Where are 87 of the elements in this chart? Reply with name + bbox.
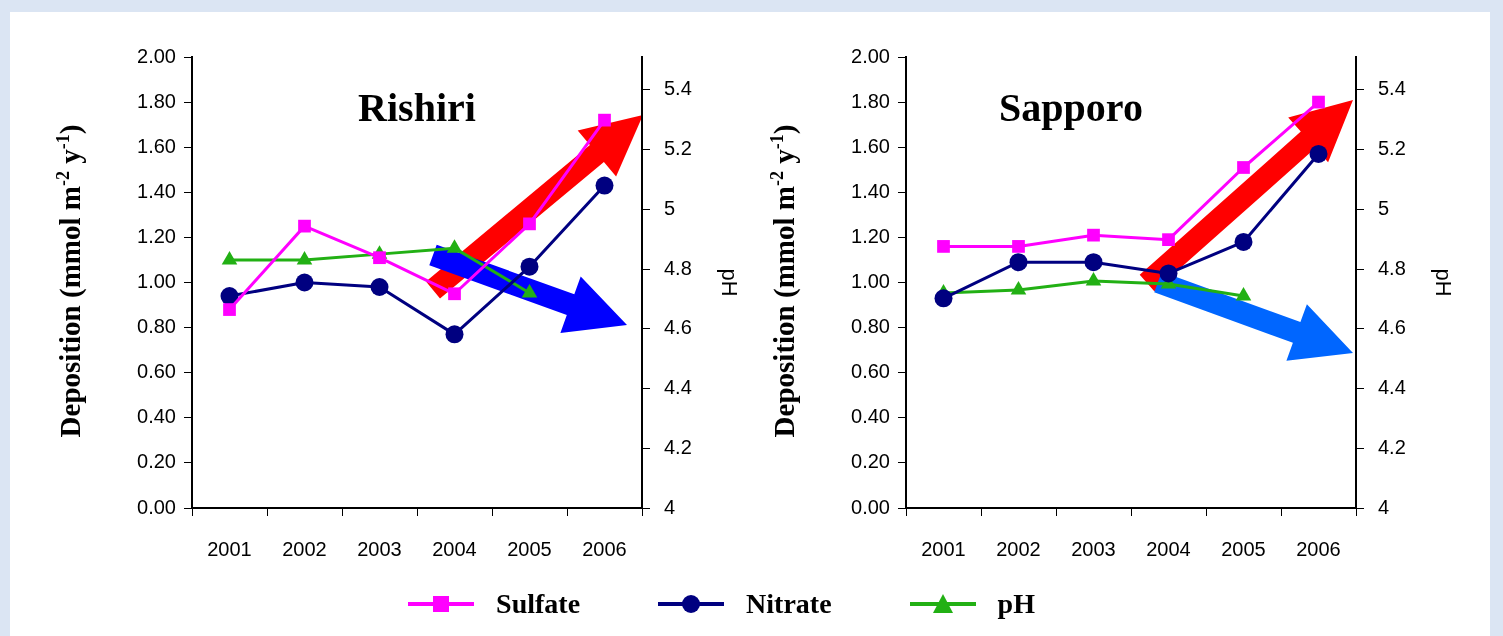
y-tick-label: 1.80 <box>137 89 176 112</box>
y-tick-label: 1.00 <box>137 270 176 293</box>
y2-tick-label: 5 <box>664 196 676 219</box>
point <box>1237 161 1250 174</box>
point <box>370 278 389 297</box>
point <box>223 303 236 316</box>
point <box>523 217 536 231</box>
y2-tick-label: 4.4 <box>1378 376 1406 399</box>
point <box>446 239 463 253</box>
x-tick-label: 2005 <box>507 537 552 560</box>
x-tick-label: 2006 <box>1296 537 1341 560</box>
x-tick-label: 2001 <box>207 537 252 560</box>
y2-tick-label: 4.8 <box>1378 256 1406 279</box>
x-tick-label: 2006 <box>582 537 627 560</box>
point <box>1235 286 1252 301</box>
y-tick-label: 0.20 <box>137 450 176 473</box>
y-tick-label: 0.60 <box>137 360 176 383</box>
point <box>296 251 313 265</box>
x-tick-label: 2003 <box>1071 537 1116 560</box>
point <box>595 176 614 195</box>
point <box>1087 228 1100 242</box>
point <box>1009 253 1028 272</box>
y2-tick-label: 5 <box>1378 196 1390 219</box>
y-tick-label: 0.80 <box>137 315 176 338</box>
y-tick-label: 1.80 <box>851 89 890 112</box>
point <box>445 325 464 344</box>
y-tick-label: 0.40 <box>851 405 890 428</box>
y2-tick-label: 4.6 <box>664 316 692 339</box>
point <box>1234 232 1253 251</box>
y2-axis-title: pH <box>1430 268 1456 297</box>
y-tick-label: 2.00 <box>851 44 890 67</box>
y-tick-label: 0.00 <box>851 495 890 518</box>
y2-tick-label: 5.2 <box>664 137 692 160</box>
point <box>1010 280 1027 295</box>
y-tick-label: 1.20 <box>137 224 176 247</box>
text: Rishiri <box>358 85 476 131</box>
legend-label: Sulfate <box>496 588 581 620</box>
y2-tick-label: 5.4 <box>664 77 692 100</box>
y-tick-label: 2.00 <box>137 44 176 67</box>
y-tick-label: 1.60 <box>851 134 890 157</box>
point <box>295 273 314 292</box>
y-tick-label: 0.40 <box>137 405 176 428</box>
point <box>448 287 461 301</box>
point <box>934 289 953 308</box>
point <box>373 251 386 265</box>
y2-tick-label: 4.2 <box>664 435 692 458</box>
x-tick-label: 2004 <box>1146 537 1191 560</box>
legend-label: pH <box>997 588 1035 620</box>
y2-tick-label: 4 <box>664 495 676 518</box>
point <box>521 283 538 298</box>
y2-tick-label: 4.6 <box>1378 316 1406 339</box>
point <box>1012 240 1025 253</box>
y-tick-label: 0.00 <box>137 495 176 518</box>
point <box>1309 144 1328 163</box>
y-tick-label: 1.00 <box>851 270 890 293</box>
legend-label: Nitrate <box>746 588 832 620</box>
point <box>298 219 311 233</box>
x-tick-label: 2005 <box>1221 537 1266 560</box>
point <box>598 113 611 127</box>
y2-tick-label: 5.4 <box>1378 77 1406 100</box>
point <box>221 251 238 265</box>
y-tick-label: 1.60 <box>137 134 176 157</box>
y2-tick-label: 4 <box>1378 495 1390 518</box>
point <box>520 257 539 276</box>
x-tick-label: 2003 <box>357 537 402 560</box>
y2-axis-title: pH <box>716 268 742 297</box>
y2-tick-label: 4.2 <box>1378 435 1406 458</box>
y-tick-label: 1.20 <box>851 224 890 247</box>
y2-tick-label: 5.2 <box>1378 137 1406 160</box>
y-tick-label: 1.40 <box>137 179 176 202</box>
point <box>1312 95 1325 109</box>
y-tick-label: 0.20 <box>851 450 890 473</box>
point <box>937 240 950 253</box>
point <box>1085 272 1102 286</box>
y-tick-label: 0.60 <box>851 360 890 383</box>
x-tick-label: 2002 <box>282 537 327 560</box>
y2-tick-label: 4.4 <box>664 376 692 399</box>
point <box>1159 264 1178 283</box>
y2-tick-label: 4.8 <box>664 256 692 279</box>
y-tick-label: 0.80 <box>851 315 890 338</box>
x-tick-label: 2002 <box>996 537 1041 560</box>
x-tick-label: 2004 <box>432 537 477 560</box>
point <box>1084 253 1103 272</box>
text: Sapporo <box>999 85 1143 131</box>
point <box>1162 233 1175 247</box>
y-tick-label: 1.40 <box>851 179 890 202</box>
x-tick-label: 2001 <box>921 537 966 560</box>
